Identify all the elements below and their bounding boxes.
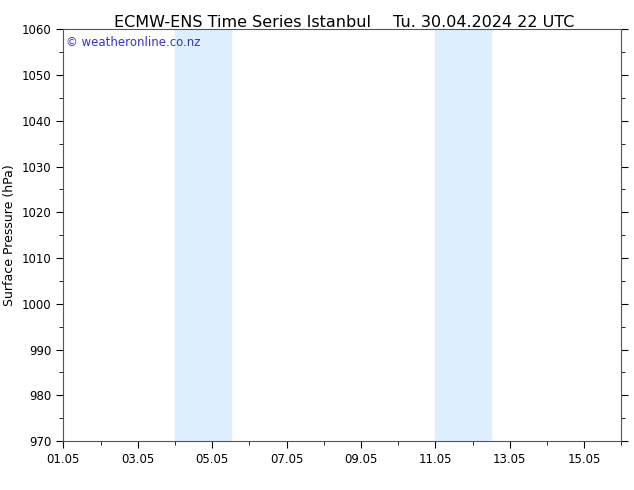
- Text: ECMW-ENS Time Series Istanbul: ECMW-ENS Time Series Istanbul: [114, 15, 371, 30]
- Y-axis label: Surface Pressure (hPa): Surface Pressure (hPa): [3, 164, 16, 306]
- Text: © weatheronline.co.nz: © weatheronline.co.nz: [66, 36, 201, 49]
- Bar: [175, 29, 231, 441]
- Bar: [436, 29, 491, 441]
- Text: Tu. 30.04.2024 22 UTC: Tu. 30.04.2024 22 UTC: [393, 15, 574, 30]
